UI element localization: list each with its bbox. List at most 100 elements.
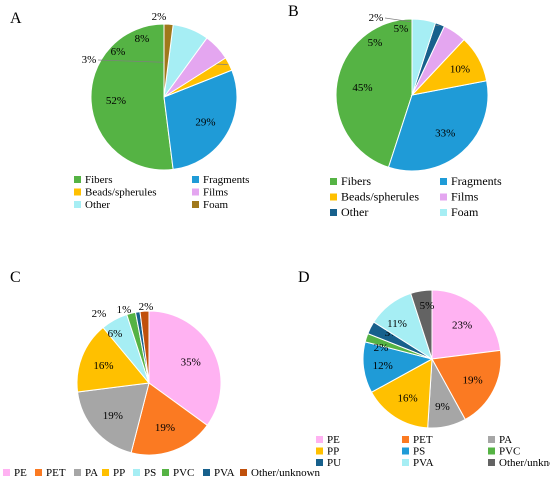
panel-d-legend-swatch-pvc [488, 447, 495, 455]
panel-b-legend-label-other: Other [341, 205, 368, 219]
panel-a-data-label-beads-spherules: 3% [82, 54, 97, 66]
panel-c-legend-swatch-pva [203, 469, 210, 476]
panel-b-legend-label-fragments: Fragments [451, 174, 502, 188]
panel-c-data-label-pp: 16% [93, 360, 113, 372]
panel-d-data-label-ps: 12% [373, 360, 393, 372]
panel-b-label: B [288, 3, 299, 20]
panel-d-label: D [298, 269, 310, 286]
panel-b-legend-label-foam: Foam [451, 205, 479, 219]
panel-a-label: A [10, 10, 22, 27]
panel-a-legend-label-fibers: Fibers [85, 174, 113, 186]
panel-c-legend-swatch-pp [102, 469, 109, 476]
panel-b-legend-label-films: Films [451, 190, 479, 204]
panel-b-slice-fibers [335, 18, 413, 168]
panel-b-slice-foam [411, 18, 437, 96]
panel-c-legend-label-pet: PET [46, 467, 66, 479]
panel-c-legend-swatch-pet [35, 469, 42, 476]
panel-d-data-label-pvc: 2% [374, 342, 389, 354]
panel-c-data-label-ps: 6% [108, 328, 123, 340]
panel-c-data-label-pva: 1% [117, 304, 132, 316]
panel-a-data-label-foam: 2% [152, 11, 167, 23]
panel-b-data-label-fragments: 33% [435, 128, 455, 140]
panel-c-legend-swatch-pa [74, 469, 81, 476]
panel-d-legend-swatch-pa [488, 436, 495, 443]
panel-b-legend-label-fibers: Fibers [341, 174, 371, 188]
panel-d-legend-swatch-pva [402, 459, 409, 466]
panel-b-data-label-foam: 5% [394, 23, 409, 35]
panel-b-legend-label-beads-spherules: Beads/spherules [341, 190, 419, 204]
panel-d-slice-pe [431, 289, 502, 360]
panel-c-legend-swatch-pe [3, 469, 10, 476]
panel-c-data-label-pvc: 2% [92, 308, 107, 320]
panel-b-data-label-other: 2% [369, 12, 384, 24]
panel-d-slice-pp [370, 358, 433, 429]
panel-d-data-label-pp: 16% [398, 392, 418, 404]
panel-d-legend-label-pe: PE [327, 434, 340, 446]
panel-c-data-label-pe: 35% [181, 357, 201, 369]
panel-b-slice-fragments [387, 80, 489, 172]
panel-d-data-label-pet: 19% [463, 375, 483, 387]
panel-d-legend-swatch-ps [402, 447, 409, 455]
panel-d-data-label-pva: 11% [387, 318, 407, 330]
panel-d-legend-swatch-pp [316, 447, 323, 455]
panel-c-data-label-other-unknown: 2% [139, 301, 154, 313]
panel-c-legend-label-other-unknown: Other/unknown [251, 467, 321, 479]
panel-a-legend-swatch-foam [192, 201, 199, 208]
panel-a-legend-label-other: Other [85, 199, 110, 211]
panel-d-slice-pet [431, 349, 502, 421]
panel-b: B 45% 33% 10% 5% 2% 5% Fibers Fragments Beads/sph… [288, 3, 502, 219]
panel-d-legend-swatch-pu [316, 459, 323, 466]
panel-c-slice-pe [148, 310, 222, 427]
panel-c-legend-label-ps: PS [144, 467, 156, 479]
panel-d-data-label-pa: 9% [435, 401, 450, 413]
panel-d-legend-swatch-pe [316, 436, 323, 443]
panel-d-legend-swatch-other-unknown [488, 459, 495, 466]
panel-a-legend-swatch-films [192, 188, 199, 196]
panel-c: C35%19%19%16%6%2% 1% 2%PE PET PA PP PS PVC PVA Ot… [3, 269, 321, 479]
panel-d-legend-label-pvc: PVC [499, 446, 520, 458]
panel-d-legend-label-ps: PS [413, 446, 425, 458]
panel-d: D23%19%9%16%12%2%3%11%5%PEPETPAPPPSPVCPU… [298, 269, 550, 469]
panel-d-data-label-pe: 23% [452, 320, 472, 332]
panel-b-legend-swatch-fibers [330, 178, 337, 185]
panel-b-data-label-fibers: 45% [352, 82, 372, 94]
panel-d-data-label-other-unknown: 5% [420, 300, 435, 312]
panel-b-legend-swatch-films [440, 193, 447, 201]
panel-c-legend-label-pa: PA [85, 467, 98, 479]
panel-b-legend-swatch-foam [440, 209, 447, 216]
panel-c-slice-other-unknown [139, 310, 150, 384]
panel-a-slice-fragments [163, 69, 238, 170]
panel-d-legend-label-other-unknown: Other/unknown [499, 457, 550, 469]
panel-a-slice-fibers [90, 23, 174, 171]
panel-a-data-label-other: 8% [135, 33, 150, 45]
panel-b-legend-swatch-beads-spherules [330, 193, 337, 201]
panel-d-legend-label-pu: PU [327, 457, 341, 469]
panel-a-data-label-films: 6% [111, 46, 126, 58]
panel-d-legend-label-pa: PA [499, 434, 512, 446]
panel-c-legend-label-pvc: PVC [173, 467, 194, 479]
panel-a-legend-swatch-beads-spherules [74, 188, 81, 196]
panel-d-legend-label-pva: PVA [413, 457, 434, 469]
panel-c-legend-label-pp: PP [113, 467, 125, 479]
panel-b-data-label-films: 5% [368, 37, 383, 49]
panel-b-legend-swatch-other [330, 209, 337, 216]
panel-d-legend-swatch-pet [402, 436, 409, 443]
panel-c-slice-pp [76, 326, 150, 393]
panel-a-legend-label-fragments: Fragments [203, 174, 249, 186]
panel-a-legend-swatch-other [74, 201, 81, 208]
panel-c-legend-swatch-ps [133, 469, 140, 476]
panel-c-legend-label-pe: PE [14, 467, 27, 479]
panel-a-legend-label-foam: Foam [203, 199, 229, 211]
panel-c-label: C [10, 269, 21, 286]
panel-a-legend-swatch-fibers [74, 176, 81, 183]
panel-c-legend-swatch-other-unknown [240, 469, 247, 476]
panel-c-slice-pa [77, 382, 150, 454]
panel-d-legend-label-pp: PP [327, 446, 339, 458]
panel-d-slice-other-unknown [410, 289, 433, 360]
panel-a-slice-foam [163, 23, 174, 98]
panel-a: A 52% 29% 3% 6% 8%2% Fibers Fragments Beads/sphe… [10, 10, 249, 211]
panel-a-data-label-fibers: 52% [106, 95, 126, 107]
panel-a-legend-swatch-fragments [192, 176, 199, 183]
panel-b-legend-swatch-fragments [440, 178, 447, 185]
